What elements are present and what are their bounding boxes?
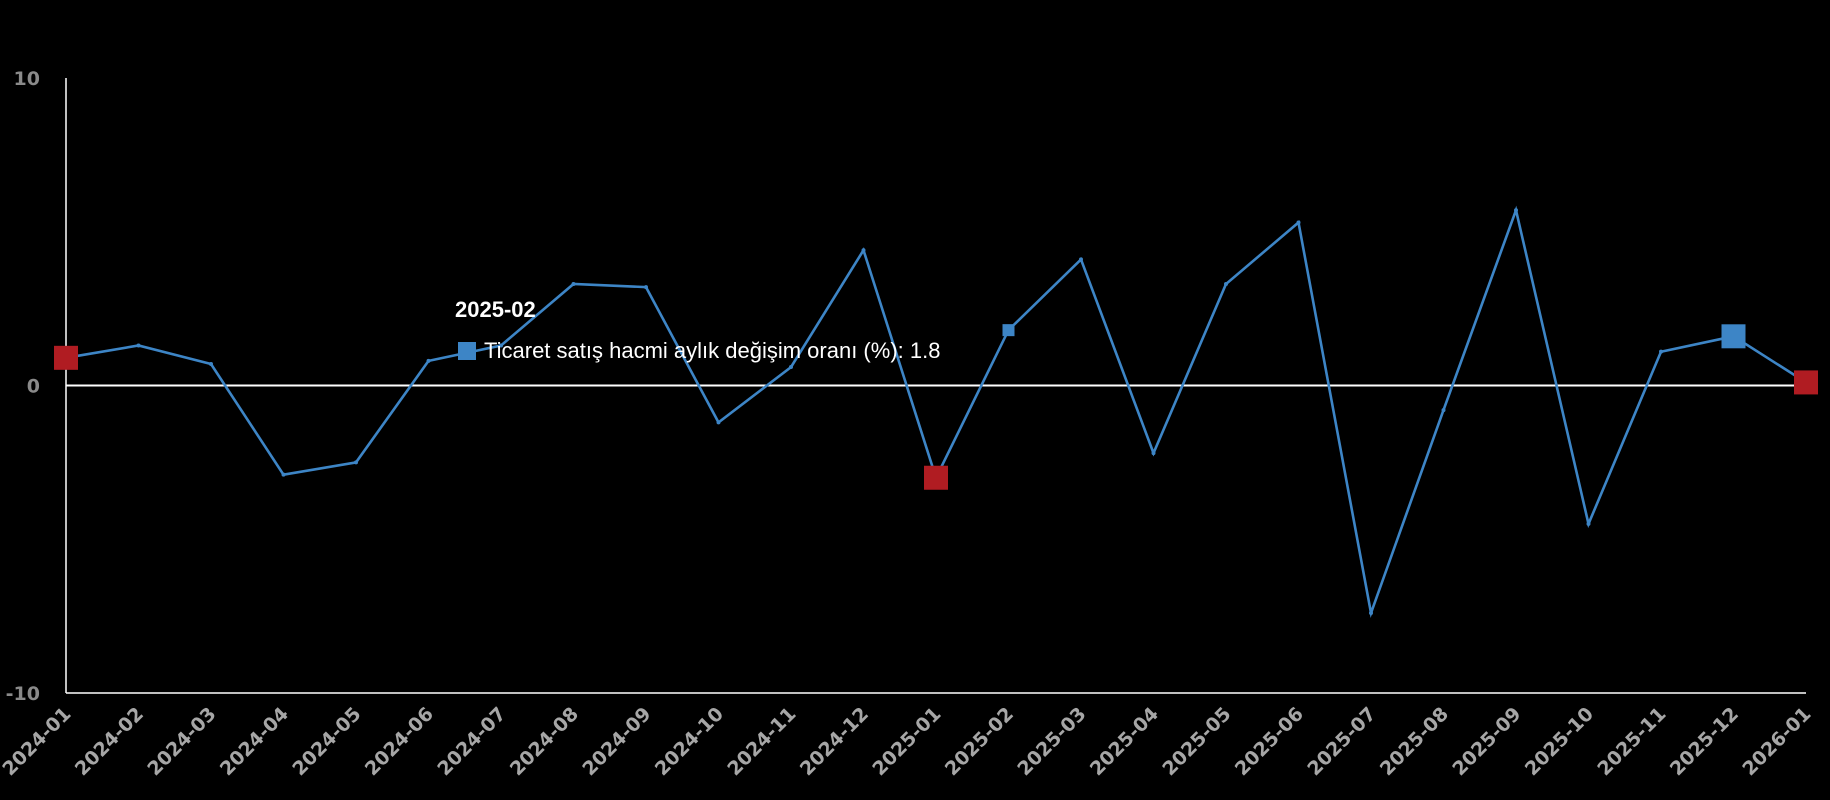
x-tick-label: 2025-06	[1231, 703, 1308, 780]
highlight-marker	[54, 345, 78, 370]
x-tick-label: 2024-12	[796, 703, 873, 780]
x-tick-label: 2024-10	[651, 703, 728, 780]
tooltip-swatch	[458, 342, 476, 360]
data-point	[1151, 451, 1156, 456]
x-tick-label: 2025-02	[941, 703, 1018, 780]
y-tick-labels: 10 0 -10	[6, 68, 40, 705]
x-tick-label: 2025-01	[868, 703, 945, 780]
data-point	[354, 460, 358, 465]
data-point	[644, 285, 648, 290]
highlight-marker	[1794, 370, 1818, 395]
x-tick-label: 2025-10	[1521, 703, 1598, 780]
data-point	[281, 472, 286, 477]
highlight-marker	[924, 465, 948, 490]
data-point	[426, 358, 431, 363]
data-point	[789, 365, 793, 370]
data-point	[136, 343, 141, 348]
data-point	[499, 343, 503, 348]
x-tick-label: 2024-08	[506, 703, 583, 780]
data-point	[861, 248, 866, 253]
series-line	[65, 205, 1807, 618]
highlight-markers	[54, 324, 1818, 490]
tooltip-title: 2025-02	[455, 297, 536, 322]
x-tick-label: 2024-01	[0, 703, 76, 780]
highlight-marker	[1721, 324, 1746, 349]
y-tick-label: -10	[6, 683, 40, 705]
data-point	[1079, 257, 1083, 262]
data-point	[571, 282, 576, 287]
x-tick-label: 2024-02	[71, 703, 148, 780]
x-tick-label: 2024-03	[143, 703, 220, 780]
x-tick-label: 2024-07	[433, 703, 510, 780]
x-tick-label: 2025-04	[1086, 703, 1163, 780]
x-tick-label: 2025-07	[1303, 703, 1380, 780]
data-point	[1586, 521, 1591, 526]
x-tick-label: 2024-09	[578, 703, 655, 780]
tooltip-text: Ticaret satış hacmi aylık değişim oranı …	[484, 338, 940, 363]
x-tick-label: 2025-08	[1376, 703, 1453, 780]
data-point	[1296, 220, 1301, 225]
x-tick-label: 2024-11	[723, 703, 800, 780]
data-point	[1514, 208, 1518, 213]
data-point	[209, 361, 213, 366]
tooltip: 2025-02 Ticaret satış hacmi aylık değişi…	[455, 297, 940, 363]
y-tick-label: 0	[27, 376, 40, 398]
x-tick-label: 2025-05	[1158, 703, 1235, 780]
x-tick-label: 2026-01	[1738, 703, 1815, 780]
series-lines	[65, 205, 1807, 618]
y-tick-label: 10	[14, 68, 40, 90]
x-tick-label: 2025-03	[1013, 703, 1090, 780]
data-point	[1369, 611, 1373, 616]
data-point	[1224, 282, 1228, 287]
x-tick-labels: 2024-012024-022024-032024-042024-052024-…	[0, 703, 1816, 780]
data-point	[716, 420, 721, 425]
x-tick-label: 2024-05	[288, 703, 365, 780]
hover-marker	[1002, 324, 1015, 337]
x-tick-label: 2024-04	[216, 703, 293, 780]
x-tick-label: 2025-12	[1666, 703, 1743, 780]
data-point	[1441, 408, 1446, 413]
x-tick-label: 2025-09	[1448, 703, 1525, 780]
data-points	[64, 208, 1808, 616]
x-tick-label: 2024-06	[361, 703, 438, 780]
x-tick-label: 2025-11	[1593, 703, 1670, 780]
data-point	[1659, 349, 1663, 354]
axes	[65, 78, 1814, 694]
